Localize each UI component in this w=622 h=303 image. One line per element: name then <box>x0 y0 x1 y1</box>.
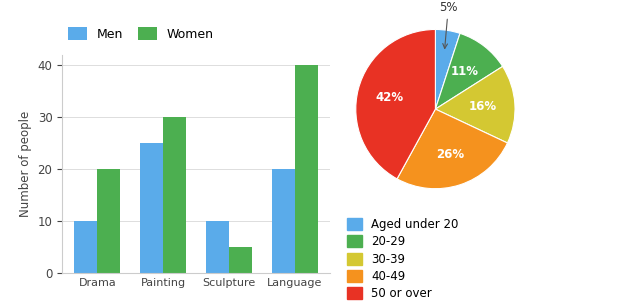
Bar <box>140 143 163 273</box>
Bar <box>229 247 252 273</box>
Bar <box>75 221 98 273</box>
Text: 11%: 11% <box>451 65 479 78</box>
Bar <box>206 221 229 273</box>
Text: 16%: 16% <box>469 100 497 113</box>
Legend: Aged under 20, 20-29, 30-39, 40-49, 50 or over: Aged under 20, 20-29, 30-39, 40-49, 50 o… <box>341 213 463 303</box>
Bar <box>163 117 186 273</box>
Text: 5%: 5% <box>439 1 458 48</box>
Wedge shape <box>435 66 515 143</box>
Wedge shape <box>435 29 460 109</box>
Bar <box>98 169 121 273</box>
Text: 26%: 26% <box>436 148 464 161</box>
Legend: Men, Women: Men, Women <box>63 22 219 45</box>
Wedge shape <box>356 29 435 179</box>
Text: 42%: 42% <box>375 91 403 104</box>
Bar <box>294 65 317 273</box>
Bar <box>271 169 294 273</box>
Wedge shape <box>435 33 503 109</box>
Y-axis label: Number of people: Number of people <box>19 111 32 217</box>
Wedge shape <box>397 109 508 189</box>
